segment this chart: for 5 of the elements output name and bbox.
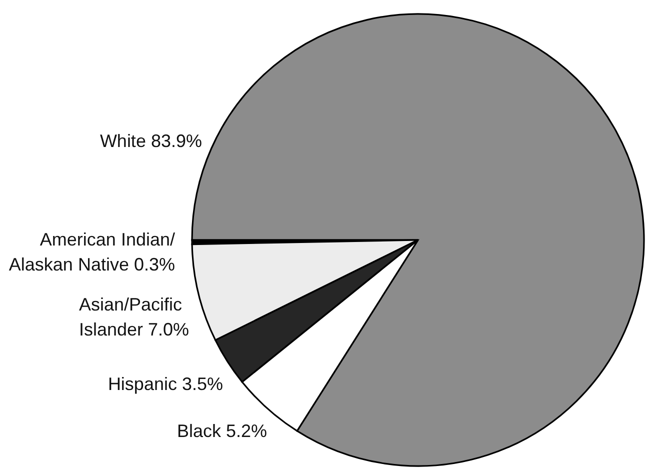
- slice-label: White 83.9%: [100, 131, 202, 151]
- slice-label: Hispanic 3.5%: [108, 374, 223, 394]
- slice-label: American Indian/Alaskan Native 0.3%: [8, 230, 175, 274]
- slice-label: Asian/Pacific Islander 7.0%: [79, 294, 190, 340]
- slice-label: Black 5.2%: [176, 421, 267, 441]
